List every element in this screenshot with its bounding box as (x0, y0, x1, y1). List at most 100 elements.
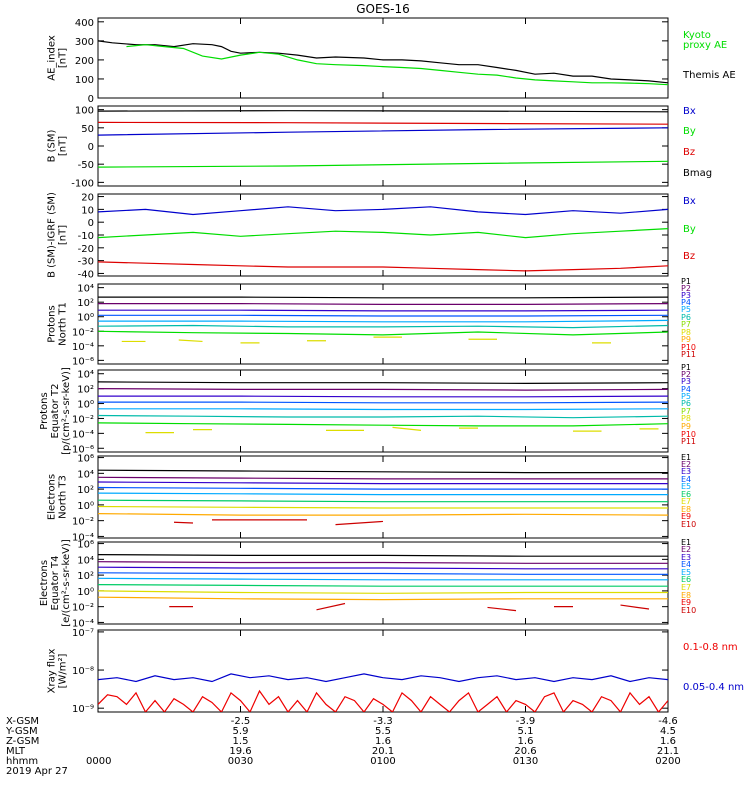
y-axis-label: [nT] (58, 136, 69, 156)
legend-entry: P11 (681, 437, 696, 446)
y-tick-label: 0 (88, 218, 94, 229)
series-line (98, 481, 668, 485)
y-axis-label: Equator T4 (50, 556, 61, 611)
legend-entry: P6 (681, 313, 691, 322)
y-tick-label: 10⁰ (77, 501, 94, 512)
series-segment (173, 521, 194, 524)
y-axis-label: Xray flux (47, 649, 58, 694)
legend-entry: E1 (681, 538, 691, 547)
y-tick-label: 10² (77, 571, 94, 582)
legend-entry: P10 (681, 430, 696, 439)
legend-entry: P9 (681, 335, 691, 344)
y-tick-label: -40 (78, 269, 94, 280)
y-axis-label: B (SM) (47, 129, 58, 162)
footer-value: 0100 (370, 756, 395, 767)
y-tick-label: 10⁻⁴ (72, 342, 94, 353)
y-axis-label: [nT] (58, 48, 69, 68)
y-tick-label: 10 (81, 205, 94, 216)
y-tick-label: 10⁻² (72, 327, 94, 338)
legend-entry: By (683, 224, 696, 235)
legend-entry: E6 (681, 490, 691, 499)
legend-entry: Kyoto (683, 30, 711, 41)
legend-entry: P7 (681, 407, 691, 416)
y-tick-label: 10⁻⁴ (72, 429, 94, 440)
series-line (98, 40, 668, 84)
footer-value: 5.1 (518, 726, 534, 737)
series-line (98, 261, 668, 272)
series-line (98, 314, 668, 317)
footer-value: 5.5 (375, 726, 391, 737)
y-axis-label: [nT] (58, 225, 69, 245)
panel-bsm: -100 -50 0 50 100 B (SM) [nT] Bx By Bz Bmag (47, 105, 712, 189)
legend-entry: Bz (683, 251, 695, 262)
y-tick-label: -10 (78, 231, 94, 242)
y-tick-label: 10⁻² (72, 603, 94, 614)
legend-entry: P10 (681, 343, 696, 352)
y-tick-label: 10² (77, 385, 94, 396)
legend-entry: P5 (681, 305, 691, 314)
legend-entry: E5 (681, 482, 691, 491)
series-line (98, 296, 668, 299)
y-axis-label: Electrons (47, 474, 58, 520)
legend-entry: E2 (681, 545, 691, 554)
legend-entry: P4 (681, 298, 691, 307)
legend-entry: By (683, 126, 696, 137)
series-line (98, 553, 668, 557)
legend-entry: P5 (681, 392, 691, 401)
legend-entry: P8 (681, 328, 691, 337)
legend-entry: E10 (681, 520, 696, 529)
y-tick-label: 10⁻⁹ (72, 704, 94, 715)
y-tick-label: 300 (75, 37, 94, 48)
y-tick-label: 400 (75, 18, 94, 29)
series-line (98, 566, 668, 570)
y-tick-label: 10⁰ (77, 400, 94, 411)
footer-row-label: MLT (6, 746, 26, 757)
legend-entry: P1 (681, 363, 691, 372)
series-line (98, 319, 668, 323)
series-segment (487, 606, 517, 612)
legend-entry: E7 (681, 583, 691, 592)
legend-entry: E2 (681, 460, 691, 469)
y-tick-label: 100 (75, 75, 94, 86)
legend-entry: proxy AE (683, 40, 727, 51)
series-line (98, 492, 668, 496)
legend-entry: Bx (683, 196, 696, 207)
legend-entry: P7 (681, 320, 691, 329)
series-line (98, 689, 668, 712)
y-tick-label: 10⁶ (77, 454, 94, 465)
legend-entry: P6 (681, 399, 691, 408)
series-line (98, 110, 668, 113)
footer-value: -4.6 (658, 716, 678, 727)
y-tick-label: 10⁻⁴ (72, 618, 94, 629)
legend-entry: Bx (683, 106, 696, 117)
series-line (98, 499, 668, 503)
panel-xray: 10⁻⁷ 10⁻⁸ 10⁻⁹ Xray flux [W/m²] 0.1-0.8 nm 0.0… (47, 628, 745, 715)
series-segment (392, 426, 422, 431)
y-tick-label: 10² (77, 485, 94, 496)
series-line (98, 422, 668, 427)
legend-entry: P2 (681, 370, 691, 379)
series-segment (335, 520, 384, 526)
y-tick-label: 10⁰ (77, 313, 94, 324)
footer-value: 19.6 (229, 746, 251, 757)
y-axis-label: [e/(cm²-s-sr-keV)] (61, 539, 72, 627)
y-tick-label: 10⁰ (77, 587, 94, 598)
plot-title: GOES-16 (356, 2, 410, 16)
series-line (98, 330, 668, 336)
series-line (98, 505, 668, 509)
y-tick-label: 10⁴ (77, 370, 94, 381)
y-axis-label: North T3 (58, 475, 69, 519)
legend-entry: E4 (681, 560, 691, 569)
series-line (98, 486, 668, 490)
series-line (98, 309, 668, 312)
series-line (98, 590, 668, 594)
footer-value: -2.5 (231, 716, 251, 727)
legend-entry: Themis AE (682, 70, 736, 81)
y-axis-label: B (SM)-IGRF (SM) (47, 192, 58, 278)
y-tick-label: 10⁻⁶ (72, 356, 94, 367)
series-line (126, 44, 668, 86)
footer-value: 21.1 (657, 746, 679, 757)
